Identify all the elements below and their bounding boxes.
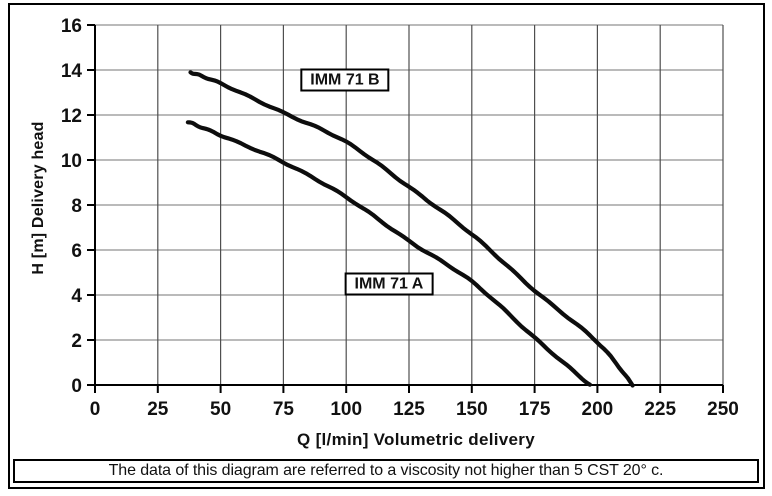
x-tick-label: 50	[210, 399, 231, 420]
curve-label-imm-71-a: IMM 71 A	[344, 272, 434, 296]
y-axis-title: H [m] Delivery head	[30, 121, 47, 275]
x-tick-label: 75	[273, 399, 295, 420]
y-tick-label: 2	[71, 331, 82, 352]
x-axis-title: Q [l/min] Volumetric delivery	[297, 430, 535, 449]
x-tick-label: 0	[90, 399, 101, 420]
y-tick-label: 0	[71, 376, 82, 397]
y-tick-label: 12	[61, 106, 82, 127]
x-tick-label: 225	[644, 399, 676, 420]
x-tick-label: 150	[456, 399, 488, 420]
y-tick-label: 6	[71, 241, 82, 262]
curve-imm-71-b	[188, 70, 635, 388]
viscosity-note-text: The data of this diagram are referred to…	[108, 462, 664, 479]
x-tick-label: 25	[147, 399, 169, 420]
curve-label-imm-71-b: IMM 71 B	[300, 68, 390, 92]
curve-imm-71-a	[185, 120, 592, 387]
x-tick-label: 125	[393, 399, 425, 420]
x-tick-label: 175	[519, 399, 551, 420]
y-tick-label: 8	[71, 196, 82, 217]
y-tick-label: 14	[61, 61, 83, 82]
x-tick-label: 250	[707, 399, 739, 420]
viscosity-note-box: The data of this diagram are referred to…	[13, 459, 759, 483]
y-tick-label: 4	[71, 286, 82, 307]
y-tick-label: 10	[61, 151, 82, 172]
x-tick-label: 200	[582, 399, 614, 420]
y-tick-label: 16	[61, 16, 82, 37]
x-tick-label: 100	[330, 399, 362, 420]
